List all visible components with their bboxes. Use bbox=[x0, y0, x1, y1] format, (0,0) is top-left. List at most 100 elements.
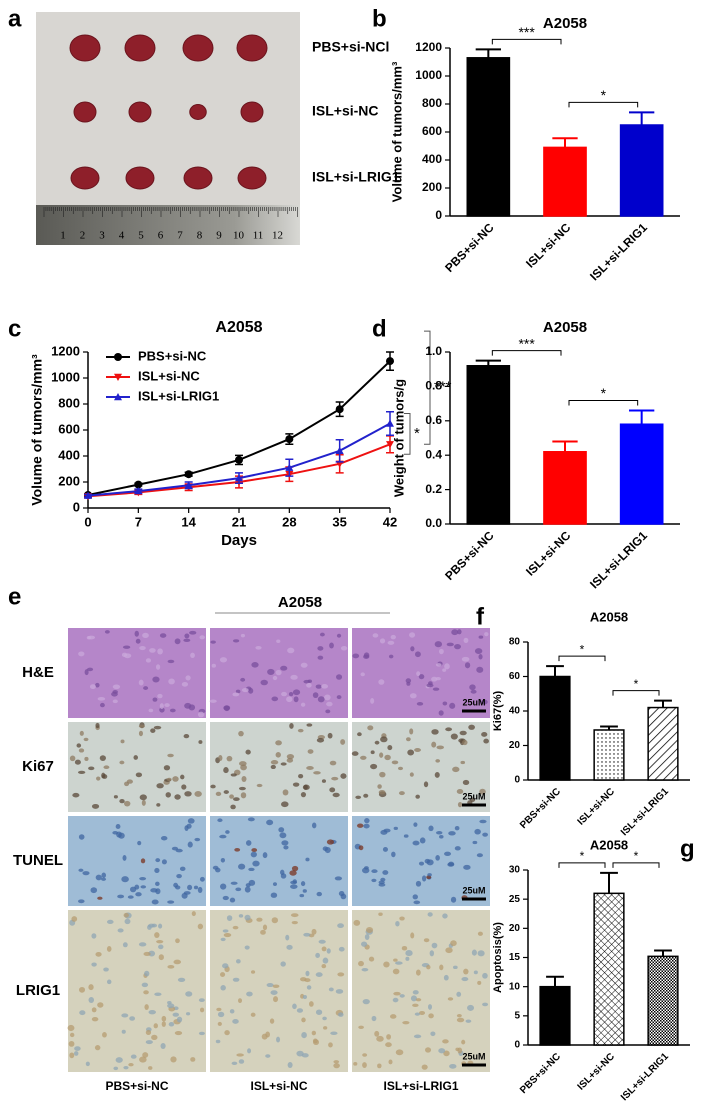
cell bbox=[187, 884, 193, 891]
cell bbox=[156, 803, 161, 807]
marker bbox=[134, 480, 143, 489]
cell bbox=[232, 925, 239, 930]
cell bbox=[442, 1039, 449, 1044]
cell bbox=[371, 878, 377, 883]
y-tick-label: 1.0 bbox=[425, 344, 442, 358]
cell bbox=[353, 919, 361, 926]
cell bbox=[217, 818, 223, 823]
cell bbox=[410, 646, 415, 652]
cell bbox=[71, 916, 78, 922]
cell bbox=[69, 755, 76, 762]
cell bbox=[86, 636, 92, 640]
cell bbox=[176, 1016, 183, 1023]
cell bbox=[275, 669, 282, 676]
cell bbox=[262, 924, 268, 931]
significance-label: *** bbox=[518, 24, 535, 40]
cell bbox=[300, 662, 308, 668]
cell bbox=[172, 1012, 180, 1017]
cell bbox=[89, 684, 96, 690]
y-tick-label: 1000 bbox=[51, 369, 80, 384]
cell bbox=[380, 829, 388, 835]
cell bbox=[117, 894, 125, 899]
cell bbox=[378, 679, 385, 685]
cell bbox=[467, 1004, 475, 1011]
cell bbox=[301, 1053, 309, 1058]
cell bbox=[210, 784, 216, 789]
y-tick-label: 0 bbox=[435, 208, 442, 222]
x-tick-label: ISL+si-LRIG1 bbox=[619, 786, 671, 838]
panel-label: f bbox=[476, 603, 485, 630]
tumor bbox=[128, 101, 152, 123]
cell bbox=[367, 725, 374, 731]
cell bbox=[351, 751, 359, 756]
cell bbox=[183, 638, 191, 643]
cell bbox=[145, 1040, 153, 1045]
cell bbox=[74, 759, 81, 765]
cell bbox=[158, 923, 163, 929]
cell bbox=[153, 725, 162, 730]
cell bbox=[241, 688, 249, 693]
y-tick-label: 0.2 bbox=[425, 482, 442, 496]
cell bbox=[405, 678, 412, 684]
ruler-number: 2 bbox=[80, 230, 86, 242]
cell bbox=[157, 693, 163, 699]
micrograph bbox=[352, 910, 490, 1072]
cell bbox=[197, 923, 204, 930]
cell bbox=[336, 695, 342, 700]
row-label: LRIG1 bbox=[16, 982, 60, 999]
cell bbox=[106, 946, 112, 952]
tumor bbox=[70, 166, 100, 190]
cell bbox=[76, 743, 82, 748]
cell bbox=[388, 654, 394, 659]
cell bbox=[368, 956, 375, 962]
cell bbox=[395, 961, 403, 965]
cell bbox=[416, 671, 421, 677]
cell bbox=[477, 931, 483, 936]
cell bbox=[477, 950, 485, 957]
cell bbox=[395, 920, 400, 927]
cell bbox=[435, 663, 442, 667]
cell bbox=[329, 787, 336, 793]
cell bbox=[152, 697, 158, 702]
cell bbox=[358, 960, 364, 967]
cell bbox=[112, 684, 121, 690]
cell bbox=[130, 1054, 137, 1059]
cell bbox=[403, 834, 409, 838]
x-tick-label: 0 bbox=[84, 514, 91, 529]
micrograph bbox=[68, 910, 206, 1072]
cell bbox=[409, 693, 417, 699]
cell bbox=[449, 1063, 457, 1069]
cell bbox=[468, 724, 475, 730]
cell bbox=[301, 1032, 307, 1039]
cell bbox=[322, 1016, 327, 1021]
cell bbox=[306, 682, 312, 688]
cell bbox=[183, 891, 191, 895]
cell bbox=[378, 883, 386, 887]
cell bbox=[377, 784, 382, 789]
cell bbox=[380, 877, 386, 882]
cell bbox=[115, 1057, 123, 1063]
cell bbox=[313, 771, 321, 775]
cell bbox=[167, 659, 175, 664]
cell bbox=[189, 630, 197, 635]
cell bbox=[409, 728, 414, 735]
cell bbox=[308, 1001, 314, 1007]
cell bbox=[190, 1057, 196, 1062]
cell bbox=[128, 1062, 134, 1067]
cell bbox=[360, 672, 365, 677]
cell bbox=[398, 791, 405, 796]
cell bbox=[454, 846, 461, 851]
cell bbox=[414, 651, 421, 658]
cell bbox=[219, 834, 227, 839]
cell bbox=[126, 779, 133, 784]
cell bbox=[444, 663, 450, 670]
cell bbox=[149, 648, 156, 653]
cell bbox=[449, 702, 456, 709]
significance-label: * bbox=[634, 677, 639, 691]
cell bbox=[275, 740, 282, 746]
micrograph bbox=[210, 910, 348, 1072]
bar bbox=[593, 892, 625, 1046]
cell bbox=[142, 1052, 149, 1058]
cell bbox=[272, 882, 277, 887]
cell bbox=[476, 666, 484, 673]
